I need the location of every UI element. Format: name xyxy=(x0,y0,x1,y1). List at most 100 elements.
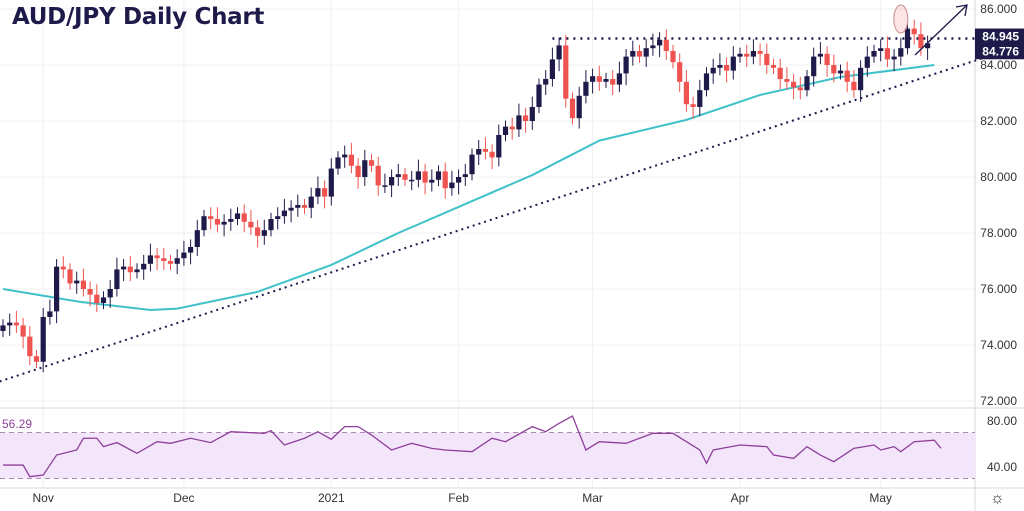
candle-body xyxy=(663,39,669,51)
candle-body xyxy=(355,165,361,177)
candle xyxy=(509,117,515,140)
candle-body xyxy=(523,115,529,121)
candle xyxy=(690,96,696,119)
candle xyxy=(107,280,113,308)
rsi-value-label: 56.29 xyxy=(2,417,33,431)
candle xyxy=(281,198,287,224)
candle-body xyxy=(295,205,301,208)
candle-body xyxy=(851,81,857,91)
candle-body xyxy=(100,297,107,303)
candle xyxy=(844,61,850,93)
candle-body xyxy=(54,266,60,312)
candle xyxy=(650,33,656,56)
candle-body xyxy=(301,205,308,208)
candle-body xyxy=(13,322,19,326)
candle xyxy=(543,70,549,95)
price-tick-label: 76.000 xyxy=(980,282,1017,296)
moving-average-line xyxy=(2,64,935,312)
candle xyxy=(737,47,743,63)
candle-body xyxy=(167,261,174,264)
time-axis-label: Dec xyxy=(173,491,194,505)
candle xyxy=(335,151,341,175)
candle-body xyxy=(0,325,6,331)
settings-gear-icon[interactable]: ☼ xyxy=(990,490,1005,507)
candle-body xyxy=(904,28,911,49)
candle xyxy=(904,22,911,55)
candle-body xyxy=(348,154,354,166)
candle xyxy=(362,149,368,186)
candle xyxy=(248,210,254,235)
time-axis-label: Mar xyxy=(582,491,603,505)
candle-body xyxy=(469,154,475,175)
candle xyxy=(663,29,669,60)
candle-body xyxy=(576,95,582,119)
candle-body xyxy=(502,126,509,135)
candle xyxy=(777,58,783,90)
candle-body xyxy=(275,216,281,219)
candle-body xyxy=(717,65,723,68)
candle xyxy=(791,74,797,100)
candle xyxy=(851,70,857,98)
candle xyxy=(121,259,127,282)
candle xyxy=(342,145,348,168)
price-tick-label: 72.000 xyxy=(980,394,1017,408)
candle-body xyxy=(107,289,113,298)
candle xyxy=(100,291,107,310)
candle-body xyxy=(703,73,710,91)
candle xyxy=(449,170,455,196)
candle xyxy=(20,317,26,349)
candle xyxy=(328,158,334,206)
candle xyxy=(569,92,576,125)
candle xyxy=(529,96,535,130)
candle-body xyxy=(643,48,649,57)
candle-body xyxy=(147,255,153,264)
candle xyxy=(730,46,736,80)
candle-body xyxy=(228,219,234,222)
candle-body xyxy=(47,311,53,317)
candle xyxy=(174,249,180,275)
candle xyxy=(389,169,395,198)
candle-body xyxy=(610,79,616,85)
candle-body xyxy=(677,62,683,82)
candle xyxy=(33,350,40,368)
candle xyxy=(596,65,602,91)
candle-body xyxy=(670,51,676,63)
candle xyxy=(402,168,408,186)
candle xyxy=(744,44,750,67)
candle xyxy=(154,247,160,270)
candle-body xyxy=(556,45,562,60)
candle xyxy=(456,169,462,195)
candle xyxy=(502,120,509,142)
candle xyxy=(797,77,803,100)
candle xyxy=(603,72,609,88)
candle-body xyxy=(181,252,187,259)
candle xyxy=(837,64,844,80)
candle xyxy=(476,140,482,165)
candle xyxy=(422,163,428,195)
candle xyxy=(462,163,468,186)
candle xyxy=(208,207,214,230)
candle xyxy=(228,208,234,231)
candle-body xyxy=(596,76,602,82)
candle-body xyxy=(382,185,388,187)
candle xyxy=(261,219,267,245)
candle xyxy=(13,310,19,333)
candle xyxy=(683,70,689,112)
candle-body xyxy=(114,269,120,289)
candle-body xyxy=(858,67,864,91)
candle-body xyxy=(925,43,931,49)
price-badge xyxy=(975,43,1024,60)
candle xyxy=(368,154,375,172)
candle xyxy=(770,58,777,74)
candle-body xyxy=(20,325,26,337)
candle-body xyxy=(724,65,730,71)
candle-body xyxy=(623,56,629,74)
candle-body xyxy=(509,126,515,130)
candle-body xyxy=(770,65,777,68)
candle xyxy=(234,207,241,226)
candle xyxy=(288,200,294,223)
rsi-tick-label: 40.00 xyxy=(987,460,1017,474)
candle xyxy=(167,254,174,270)
price-tick-label: 84.000 xyxy=(980,58,1017,72)
